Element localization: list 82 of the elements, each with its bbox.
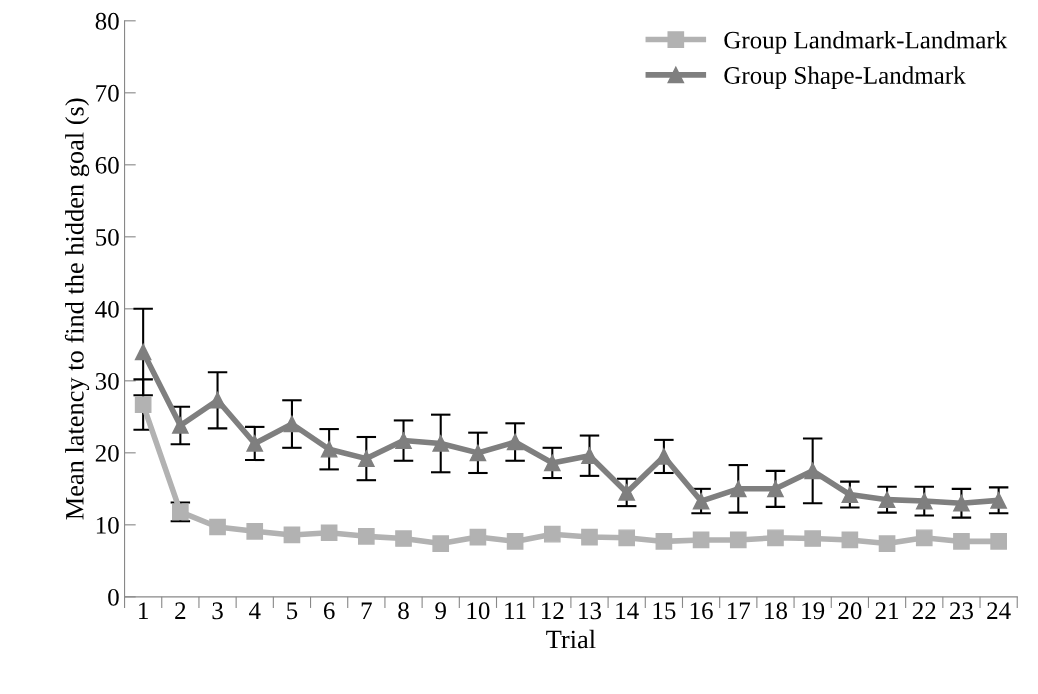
point <box>915 492 933 510</box>
x-tick-label: 18 <box>765 602 788 620</box>
x-tick-label: 17 <box>727 602 751 619</box>
point <box>209 518 226 536</box>
point <box>915 529 933 547</box>
point <box>804 462 822 480</box>
point <box>618 529 636 547</box>
point <box>469 444 487 462</box>
point <box>804 530 822 547</box>
point <box>320 440 338 458</box>
legend-label: Group Landmark-Landmark <box>724 30 1008 54</box>
x-tick-label: 21 <box>875 602 899 619</box>
point <box>841 531 859 549</box>
x-tick-label: 4 <box>248 602 261 619</box>
point <box>729 531 747 549</box>
point <box>692 492 710 510</box>
x-tick-label: 15 <box>653 602 676 620</box>
point <box>990 533 1007 550</box>
point <box>357 528 375 545</box>
point <box>320 524 338 542</box>
point <box>395 432 412 449</box>
y-tick-label: 30 <box>95 372 119 390</box>
x-tick-label: 20 <box>838 602 862 620</box>
y-tick-label: 10 <box>96 516 119 534</box>
point <box>953 533 970 550</box>
y-tick-label: 80 <box>95 12 119 30</box>
x-tick-label: 16 <box>690 602 713 620</box>
point <box>767 480 784 498</box>
point <box>506 533 524 550</box>
point <box>357 450 375 467</box>
point <box>134 343 152 361</box>
point <box>990 492 1007 509</box>
y-tick-label: 60 <box>95 156 119 174</box>
y-axis-title: Mean latency to find the hidden goal (s) <box>64 98 90 520</box>
x-tick-label: 14 <box>616 602 639 619</box>
point <box>655 533 673 550</box>
point <box>618 484 636 501</box>
x-tick-label: 9 <box>435 602 446 620</box>
point <box>209 391 226 409</box>
point <box>432 435 450 452</box>
x-tick-label: 12 <box>542 602 564 619</box>
point <box>134 396 152 413</box>
point <box>581 528 598 546</box>
x-tick-label: 10 <box>467 602 490 620</box>
x-tick-label: 2 <box>175 602 186 619</box>
x-tick-label: 3 <box>212 602 223 620</box>
y-tick-label: 70 <box>96 84 119 102</box>
point <box>469 528 487 546</box>
x-tick-label: 1 <box>139 602 148 619</box>
x-axis-title: Trial <box>546 629 596 649</box>
point <box>246 522 264 540</box>
x-tick-label: 11 <box>505 602 526 619</box>
x-tick-label: 6 <box>323 602 335 620</box>
point <box>878 535 896 552</box>
y-tick-label: 50 <box>96 228 119 246</box>
point <box>172 417 189 434</box>
point <box>729 480 747 498</box>
y-tick-label: 20 <box>95 444 119 462</box>
point <box>767 529 784 547</box>
x-tick-label: 19 <box>802 602 825 620</box>
point <box>543 454 561 472</box>
x-tick-label: 7 <box>361 602 372 619</box>
point <box>878 491 896 508</box>
legend-label: Group Shape-Landmark <box>724 66 966 89</box>
y-tick-label: 0 <box>108 588 119 606</box>
y-tick-label: 40 <box>95 300 119 318</box>
point <box>841 486 859 503</box>
x-tick-label: 24 <box>987 602 1011 619</box>
x-tick-label: 8 <box>398 602 409 620</box>
point <box>283 526 301 544</box>
point <box>543 525 561 543</box>
point <box>432 535 450 552</box>
x-tick-label: 13 <box>579 602 602 620</box>
point <box>953 494 970 512</box>
point <box>246 435 264 452</box>
point <box>506 433 524 451</box>
point <box>395 530 412 547</box>
x-tick-label: 23 <box>950 602 973 620</box>
point <box>283 415 301 433</box>
x-tick-label: 22 <box>912 602 936 619</box>
x-tick-label: 5 <box>287 602 298 620</box>
point <box>692 531 710 549</box>
